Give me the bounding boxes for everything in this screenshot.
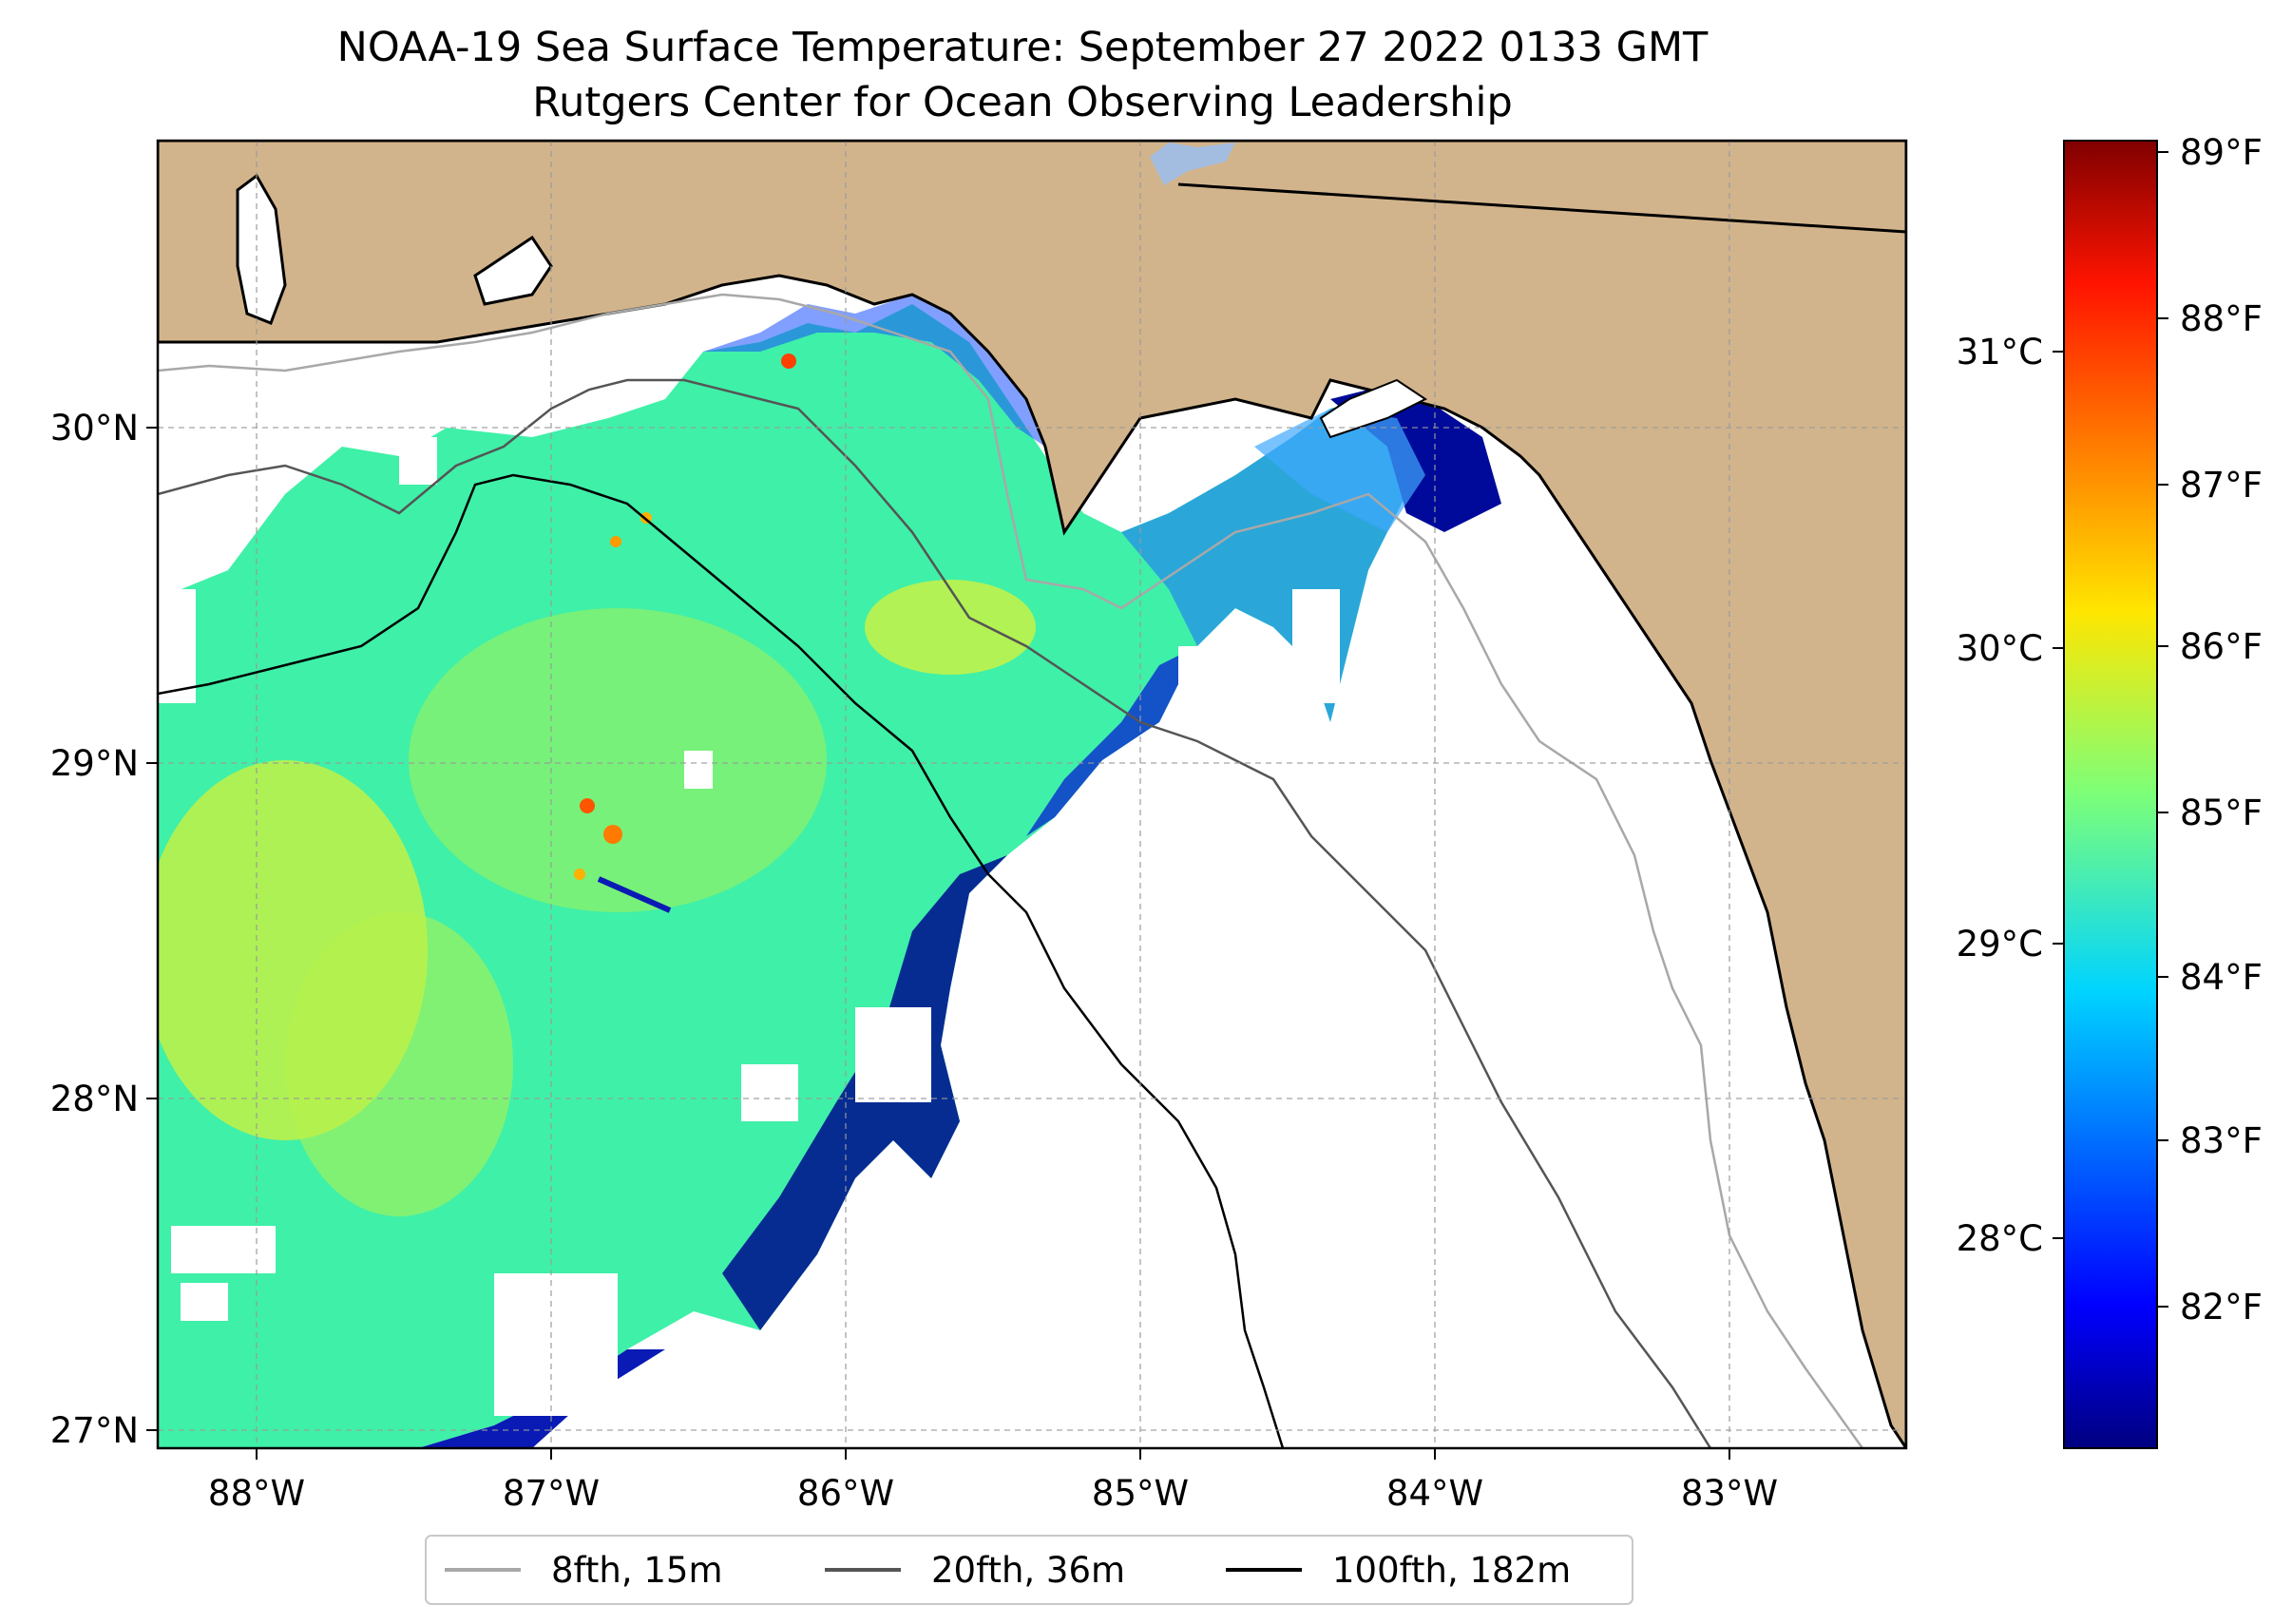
cool-edge <box>1026 646 1197 836</box>
land-north <box>158 141 1906 1448</box>
colorbar-c-label: 30°C <box>1957 628 2043 669</box>
cool-streak <box>597 876 672 913</box>
warm-patch <box>285 912 513 1216</box>
legend-box <box>425 1535 1633 1605</box>
warm-spot <box>580 798 595 813</box>
lon-label: 86°W <box>797 1473 894 1514</box>
colorbar-f-label: 83°F <box>2180 1120 2263 1161</box>
map-frame <box>156 139 1908 1450</box>
colorbar-f-label: 84°F <box>2180 957 2263 998</box>
colorbar-f-label: 89°F <box>2180 132 2263 173</box>
warm-spot <box>603 825 622 844</box>
chart-title: NOAA-19 Sea Surface Temperature: Septemb… <box>337 24 1709 71</box>
cloud-gap <box>684 751 713 789</box>
axis-ticks <box>146 427 1730 1460</box>
lon-label: 84°W <box>1386 1473 1483 1514</box>
colorbar-ticks <box>2053 151 2168 1308</box>
cool-edge <box>1254 409 1425 532</box>
lat-label: 29°N <box>50 743 139 784</box>
contour-100fth <box>158 473 1285 1448</box>
warm-spot <box>781 353 796 369</box>
contour-20fth <box>158 378 1712 1448</box>
lon-label: 88°W <box>208 1473 305 1514</box>
colorbar-f-label: 88°F <box>2180 298 2263 339</box>
warm-spot <box>610 536 621 547</box>
cloud-gap <box>1292 589 1340 703</box>
warm-patch <box>409 608 827 912</box>
bay <box>473 235 553 306</box>
lake <box>1150 143 1235 185</box>
colorbar-c-label: 31°C <box>1957 332 2043 373</box>
contour-8fth <box>158 293 1864 1448</box>
warm-patch <box>865 580 1036 675</box>
colorbar-c-label: 28°C <box>1957 1218 2043 1259</box>
colorbar-f-label: 86°F <box>2180 626 2263 667</box>
lon-label: 83°W <box>1681 1473 1778 1514</box>
cloud-gap <box>1178 646 1235 703</box>
cool-edge <box>703 295 1045 447</box>
cloud-gap <box>181 1283 228 1321</box>
lon-label: 85°W <box>1092 1473 1189 1514</box>
warm-spot <box>574 869 585 880</box>
colorbar-f-label: 85°F <box>2180 793 2263 833</box>
colorbar-c-label: 29°C <box>1957 924 2043 965</box>
colorbar-f-label: 82°F <box>2180 1287 2263 1328</box>
cloud-gap <box>171 1226 276 1273</box>
map-area <box>158 141 1906 1448</box>
bay <box>1319 378 1427 439</box>
cloud-gap <box>158 589 196 703</box>
bay <box>236 173 287 325</box>
legend-label-100fth: 100fth, 182m <box>1332 1550 1571 1591</box>
colorbar-f-label: 87°F <box>2180 465 2263 506</box>
legend-label-8fth: 8fth, 15m <box>551 1550 723 1591</box>
cloud-gap <box>399 437 437 485</box>
chart-subtitle: Rutgers Center for Ocean Observing Leade… <box>532 79 1513 126</box>
lat-label: 28°N <box>50 1079 139 1119</box>
lat-label: 27°N <box>50 1410 139 1451</box>
gridlines <box>158 141 1906 1448</box>
colorbar <box>2063 140 2158 1449</box>
cloud-gap <box>741 1064 798 1121</box>
cloud-gap <box>494 1273 618 1416</box>
state-border <box>1177 182 1906 234</box>
cloud-gap <box>855 1007 931 1102</box>
lon-label: 87°W <box>503 1473 600 1514</box>
lat-label: 30°N <box>50 408 139 449</box>
legend-label-20fth: 20fth, 36m <box>931 1550 1125 1591</box>
